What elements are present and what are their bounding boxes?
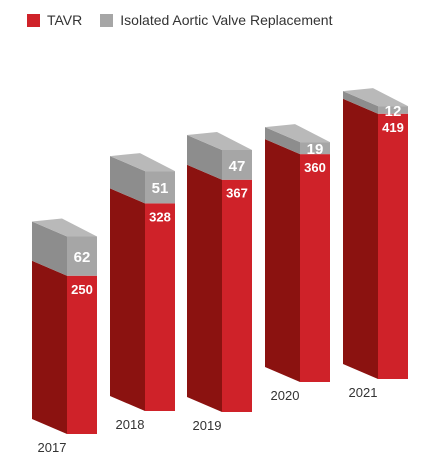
bar-top-2020 xyxy=(265,124,330,143)
x-tick-label-2019: 2019 xyxy=(193,418,222,433)
data-label-tavr-2018: 328 xyxy=(149,209,171,224)
bar-tavr-2020 xyxy=(300,154,330,382)
legend-item-tavr: TAVR xyxy=(27,12,82,28)
data-label-iavr-2019: 47 xyxy=(229,158,246,175)
bar-iavr-2018 xyxy=(145,171,175,204)
bar-tavr-side-2021 xyxy=(343,98,378,379)
x-tick-label-2018: 2018 xyxy=(116,417,145,432)
legend-swatch-tavr xyxy=(27,13,40,27)
bar-tavr-side-2018 xyxy=(110,188,145,411)
bar-tavr-2021 xyxy=(378,113,408,379)
bar-tavr-side-2019 xyxy=(187,164,222,412)
bar-top-2017 xyxy=(32,218,97,237)
data-label-iavr-2017: 62 xyxy=(74,249,91,266)
data-label-tavr-2021: 419 xyxy=(382,120,404,135)
bar-top-2021 xyxy=(343,88,408,107)
legend-item-isolated-aortic-valve-replacement: Isolated Aortic Valve Replacement xyxy=(100,12,332,28)
bar-top-2019 xyxy=(187,131,252,150)
chart-legend: TAVR Isolated Aortic Valve Replacement xyxy=(27,12,350,28)
legend-label-tavr: TAVR xyxy=(47,12,83,28)
x-tick-label-2020: 2020 xyxy=(271,388,300,403)
bar-tavr-2017 xyxy=(67,275,97,434)
bar-iavr-side-2019 xyxy=(187,134,222,180)
bar-iavr-2019 xyxy=(222,149,252,180)
bar-tavr-2018 xyxy=(145,203,175,411)
data-label-tavr-2020: 360 xyxy=(304,160,326,175)
data-label-iavr-2021: 12 xyxy=(385,103,402,120)
bar-iavr-side-2017 xyxy=(32,221,67,276)
bar-iavr-side-2021 xyxy=(343,91,378,114)
bar-top-2018 xyxy=(110,153,175,172)
bar-tavr-2019 xyxy=(222,179,252,412)
data-label-iavr-2018: 51 xyxy=(152,180,169,197)
bar-iavr-side-2018 xyxy=(110,156,145,204)
bar-iavr-2020 xyxy=(300,142,330,155)
bar-tavr-side-2020 xyxy=(265,139,300,382)
bar-tavr-side-2017 xyxy=(32,260,67,434)
bar-iavr-2021 xyxy=(378,106,408,114)
data-label-tavr-2017: 250 xyxy=(71,282,93,297)
x-tick-label-2017: 2017 xyxy=(38,440,67,455)
x-tick-label-2021: 2021 xyxy=(349,385,378,400)
legend-swatch-isolated-aortic-valve-replacement xyxy=(100,13,114,27)
legend-label-isolated-aortic-valve-replacement: Isolated Aortic Valve Replacement xyxy=(120,12,333,28)
data-label-tavr-2019: 367 xyxy=(226,186,248,201)
bar-iavr-2017 xyxy=(67,236,97,276)
data-label-iavr-2020: 19 xyxy=(307,141,324,158)
bar-iavr-side-2020 xyxy=(265,127,300,155)
